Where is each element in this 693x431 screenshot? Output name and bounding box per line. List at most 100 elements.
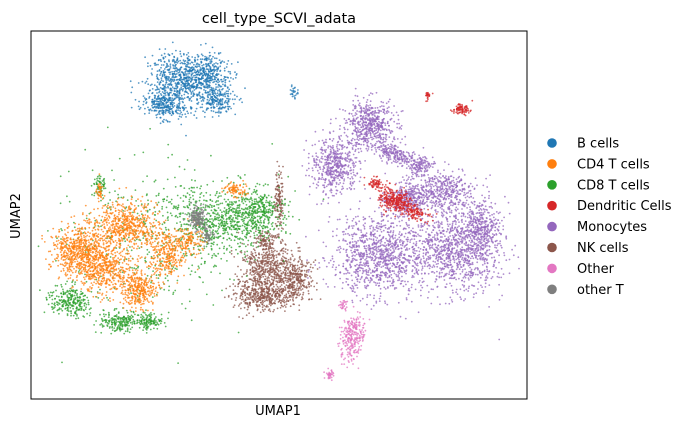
point-monocytes — [364, 262, 367, 265]
point-monocytes — [331, 266, 334, 268]
point-dendritic-cells — [411, 213, 414, 216]
point-monocytes — [410, 255, 412, 258]
point-monocytes — [433, 272, 436, 274]
point-monocytes — [389, 236, 392, 239]
point-monocytes — [377, 227, 380, 230]
point-monocytes — [350, 188, 353, 190]
point-monocytes — [335, 176, 337, 179]
point-monocytes — [367, 279, 370, 282]
point-monocytes — [463, 205, 466, 208]
point-dendritic-cells — [378, 178, 381, 181]
point-monocytes — [394, 152, 397, 155]
point-dendritic-cells — [416, 217, 419, 220]
point-monocytes — [329, 157, 331, 160]
point-monocytes — [423, 246, 426, 249]
point-dendritic-cells — [391, 193, 394, 196]
point-monocytes — [333, 286, 336, 288]
point-monocytes — [402, 215, 404, 218]
point-monocytes — [362, 216, 365, 219]
point-monocytes — [430, 207, 433, 210]
point-monocytes — [435, 211, 437, 213]
point-monocytes — [362, 110, 365, 113]
point-monocytes — [419, 262, 422, 264]
point-monocytes — [418, 166, 421, 169]
point-monocytes — [491, 207, 494, 209]
point-monocytes — [464, 238, 467, 241]
point-monocytes — [307, 167, 310, 170]
point-dendritic-cells — [457, 104, 459, 106]
point-monocytes — [432, 201, 435, 203]
point-dendritic-cells — [386, 195, 388, 197]
point-monocytes — [459, 296, 462, 299]
point-monocytes — [351, 279, 354, 282]
point-monocytes — [439, 203, 441, 206]
point-monocytes — [333, 176, 336, 179]
point-monocytes — [421, 267, 424, 270]
point-monocytes — [467, 229, 470, 232]
point-monocytes — [416, 262, 419, 265]
point-monocytes — [444, 187, 447, 190]
point-monocytes — [385, 161, 388, 164]
point-monocytes — [467, 255, 470, 258]
point-monocytes — [492, 216, 495, 219]
point-monocytes — [384, 153, 386, 156]
point-monocytes — [349, 151, 351, 154]
point-monocytes — [374, 228, 376, 231]
point-monocytes — [464, 253, 467, 256]
point-monocytes — [379, 132, 381, 135]
point-monocytes — [436, 237, 439, 240]
point-monocytes — [362, 257, 364, 259]
point-monocytes — [419, 199, 422, 202]
point-monocytes — [450, 204, 452, 207]
point-monocytes — [402, 257, 405, 259]
point-monocytes — [333, 158, 336, 161]
point-monocytes — [411, 274, 414, 277]
point-monocytes — [467, 249, 470, 252]
point-monocytes — [331, 182, 334, 184]
point-monocytes — [339, 247, 342, 250]
point-monocytes — [482, 212, 484, 214]
point-monocytes — [424, 272, 426, 274]
point-monocytes — [357, 273, 359, 275]
point-monocytes — [355, 284, 358, 287]
point-monocytes — [347, 142, 350, 144]
point-monocytes — [352, 99, 355, 102]
point-monocytes — [386, 280, 389, 283]
point-monocytes — [482, 292, 484, 295]
point-monocytes — [354, 284, 357, 287]
point-monocytes — [311, 155, 314, 158]
point-monocytes — [496, 251, 499, 254]
point-monocytes — [411, 175, 413, 178]
point-monocytes — [472, 296, 475, 299]
point-monocytes — [378, 225, 381, 228]
point-monocytes — [470, 210, 472, 213]
point-dendritic-cells — [375, 182, 377, 185]
point-monocytes — [366, 294, 369, 296]
point-monocytes — [400, 282, 403, 285]
point-monocytes — [412, 163, 415, 166]
point-monocytes — [474, 249, 477, 252]
point-monocytes — [458, 258, 460, 261]
point-monocytes — [341, 173, 344, 176]
point-monocytes — [389, 240, 392, 243]
point-monocytes — [413, 255, 415, 257]
point-monocytes — [487, 254, 490, 257]
point-monocytes — [352, 109, 354, 112]
point-monocytes — [366, 139, 369, 142]
point-monocytes — [376, 227, 379, 230]
point-monocytes — [444, 302, 447, 305]
point-monocytes — [445, 230, 448, 233]
point-monocytes — [436, 234, 439, 237]
point-monocytes — [412, 177, 415, 180]
point-monocytes — [390, 162, 393, 164]
point-monocytes — [407, 293, 410, 296]
point-monocytes — [388, 239, 391, 242]
point-monocytes — [485, 259, 488, 262]
point-monocytes — [346, 269, 349, 272]
point-monocytes — [484, 228, 487, 231]
point-monocytes — [480, 241, 483, 244]
point-monocytes — [339, 168, 342, 171]
point-monocytes — [474, 254, 476, 256]
point-monocytes — [354, 254, 356, 257]
point-monocytes — [384, 224, 387, 227]
